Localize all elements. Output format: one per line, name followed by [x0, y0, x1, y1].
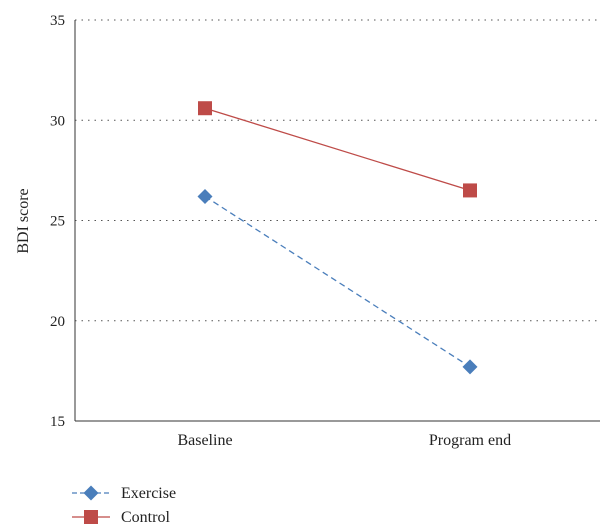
series-line — [204, 107, 471, 192]
data-point — [463, 183, 477, 198]
legend-label: Control — [121, 509, 170, 526]
y-tick-label: 30 — [50, 113, 65, 129]
y-tick-label: 15 — [50, 414, 65, 430]
data-point — [197, 188, 213, 204]
legend-marker — [84, 510, 98, 524]
legend-marker — [83, 485, 99, 501]
y-tick-label: 25 — [50, 214, 65, 230]
y-tick-labels: 15 20 25 30 35 — [50, 13, 65, 430]
series-line — [204, 195, 471, 368]
x-tick-label: Baseline — [177, 432, 232, 449]
axes — [74, 20, 600, 422]
legend: Exercise Control — [72, 485, 176, 526]
x-tick-label: Program end — [429, 432, 511, 449]
x-tick-labels: Baseline Program end — [177, 432, 511, 449]
data-point — [198, 101, 212, 116]
series — [197, 101, 478, 375]
y-tick-label: 20 — [50, 314, 65, 330]
legend-item-exercise: Exercise — [72, 485, 176, 502]
series-control — [198, 101, 477, 198]
grid-lines — [75, 19, 600, 322]
y-axis-label: BDI score — [15, 188, 32, 253]
legend-item-control: Control — [72, 509, 170, 526]
series-exercise — [197, 188, 478, 375]
data-point — [462, 359, 478, 375]
legend-label: Exercise — [121, 485, 176, 502]
y-tick-label: 35 — [50, 13, 65, 29]
